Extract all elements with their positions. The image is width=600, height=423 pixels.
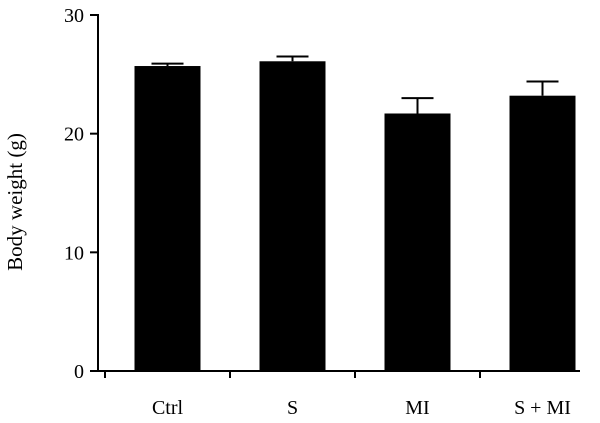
- y-axis-title: Body weight (g): [3, 133, 27, 271]
- bar-mi: [384, 113, 451, 371]
- bar-s: [259, 61, 326, 371]
- bar-ctrl: [134, 66, 201, 371]
- x-tick-label: Ctrl: [152, 397, 184, 419]
- y-tick-label: 10: [64, 242, 84, 264]
- x-tick-label: S + MI: [514, 397, 571, 419]
- x-tick-label: MI: [405, 397, 429, 419]
- y-tick-label: 30: [64, 5, 84, 27]
- x-tick-label: S: [287, 397, 298, 419]
- plot-area: 0 10 20 30 Ctrl S MI S + MI: [64, 5, 580, 419]
- bar-s-mi: [509, 95, 576, 372]
- y-tick-label: 20: [64, 124, 84, 146]
- y-tick-label: 0: [74, 361, 84, 383]
